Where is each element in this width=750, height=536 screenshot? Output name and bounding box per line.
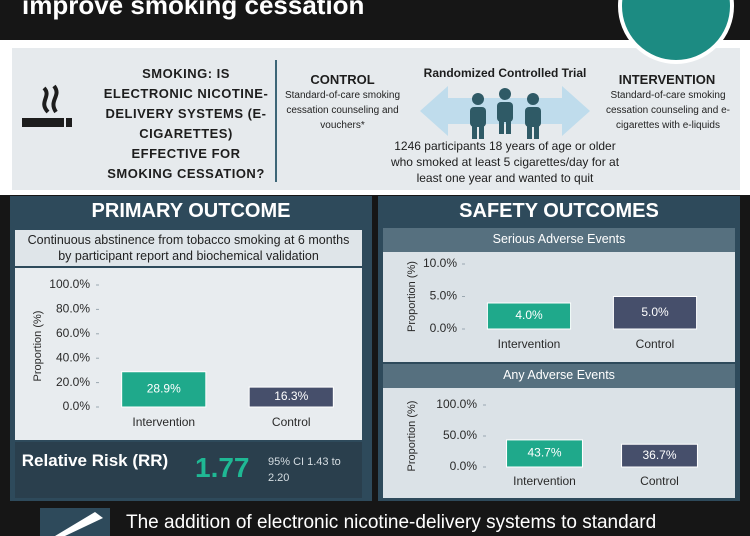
value-label: 28.9% bbox=[147, 382, 181, 396]
primary-chart-bg bbox=[15, 268, 362, 440]
x-tick-label: Intervention bbox=[132, 415, 195, 429]
page-title: improve smoking cessation bbox=[22, 0, 365, 20]
bar bbox=[506, 439, 583, 468]
serious-title-bg bbox=[383, 228, 735, 252]
trial-title: Randomized Controlled Trial bbox=[423, 66, 587, 80]
logo bbox=[618, 0, 734, 64]
bar bbox=[248, 386, 334, 408]
y-tick-label: 20.0% bbox=[56, 375, 90, 389]
value-label: 43.7% bbox=[527, 446, 561, 460]
value-label: 4.0% bbox=[515, 308, 543, 322]
any-title-bg bbox=[383, 364, 735, 388]
x-tick-label: Control bbox=[636, 337, 675, 351]
y-tick-label: 0.0% bbox=[430, 321, 458, 335]
intervention-title: INTERVENTION bbox=[618, 72, 716, 87]
y-axis-label: Proportion (%) bbox=[32, 311, 44, 382]
footer-text: The addition of electronic nicotine-deli… bbox=[126, 512, 657, 533]
ecig-icon bbox=[40, 508, 110, 536]
rr-ci: 95% CI 1.43 to 2.20 bbox=[268, 456, 341, 484]
primary-subtitle-bg bbox=[15, 230, 362, 266]
y-axis-label: Proportion (%) bbox=[406, 261, 418, 332]
y-tick-label: 80.0% bbox=[56, 302, 90, 316]
bar bbox=[621, 443, 698, 468]
bar bbox=[612, 296, 698, 330]
primary-title: PRIMARY OUTCOME bbox=[91, 200, 291, 222]
x-tick-label: Intervention bbox=[498, 337, 561, 351]
control-title: CONTROL bbox=[310, 72, 375, 87]
safety-title: SAFETY OUTCOMES bbox=[459, 200, 659, 222]
rr-label: Relative Risk (RR) bbox=[21, 451, 169, 470]
y-axis-label: Proportion (%) bbox=[406, 401, 418, 472]
x-tick-label: Intervention bbox=[513, 474, 576, 488]
participants: 1246 participants 18 years of age or old… bbox=[390, 139, 620, 185]
x-tick-label: Control bbox=[640, 474, 679, 488]
value-label: 5.0% bbox=[641, 305, 669, 319]
y-tick-label: 50.0% bbox=[443, 428, 477, 442]
rr-value: 1.77 bbox=[195, 452, 250, 483]
smoking-icon bbox=[22, 84, 72, 127]
y-tick-label: 60.0% bbox=[56, 326, 90, 340]
chart-subtitle: Serious Adverse Events bbox=[492, 232, 626, 246]
bar bbox=[486, 302, 572, 330]
value-label: 36.7% bbox=[642, 448, 676, 462]
charts: 0.0% 20.0% 40.0% 60.0% 80.0% 100.0% Proportion… bbox=[32, 256, 698, 488]
design-panel bbox=[12, 48, 740, 190]
y-tick-label: 0.0% bbox=[450, 459, 478, 473]
chart-subtitle: Any Adverse Events bbox=[503, 368, 615, 382]
y-tick-label: 0.0% bbox=[63, 399, 91, 413]
y-tick-label: 10.0% bbox=[423, 256, 457, 270]
intervention-text: Standard-of-care smoking cessation couns… bbox=[606, 90, 730, 131]
control-text: Standard-of-care smoking cessation couns… bbox=[284, 90, 401, 131]
rr-bg bbox=[15, 442, 362, 498]
chart-subtitle: Continuous abstinence from tobacco smoki… bbox=[27, 233, 350, 263]
people-icon bbox=[470, 88, 541, 139]
y-tick-label: 100.0% bbox=[436, 397, 477, 411]
question: SMOKING: IS ELECTRONIC NICOTINE-DELIVERY… bbox=[103, 66, 269, 181]
y-tick-label: 5.0% bbox=[430, 289, 458, 303]
x-tick-label: Control bbox=[272, 415, 311, 429]
y-tick-label: 100.0% bbox=[49, 277, 90, 291]
value-label: 16.3% bbox=[274, 389, 308, 403]
y-tick-label: 40.0% bbox=[56, 350, 90, 364]
bar bbox=[121, 371, 207, 408]
